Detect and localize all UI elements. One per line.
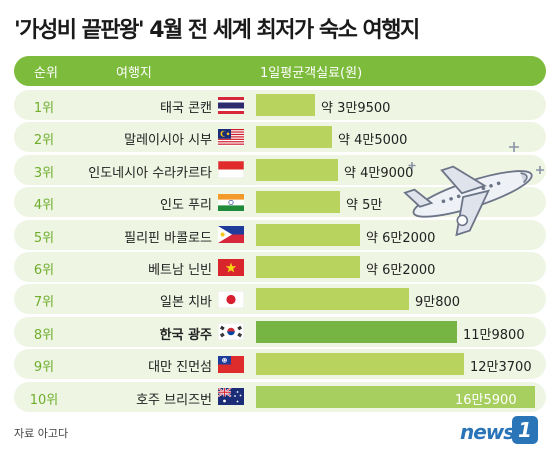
destination-label: 인도네시아 수라카르타 [88,165,212,181]
bar [256,126,332,149]
news1-logo-badge: 1 [512,416,538,444]
australia-flag-icon [218,388,244,406]
korea-flag-icon [218,323,244,341]
destination-label: 일본 치바 [160,295,212,311]
destination-label: 호주 브리즈번 [136,392,212,408]
japan-flag-icon [218,290,244,308]
data-label: 약 5만 [346,198,383,214]
destination-label: 대만 진먼섬 [148,360,212,376]
news1-logo-text: news [460,420,515,444]
data-label: 약 4만5000 [338,133,408,149]
malaysia-flag-icon [218,128,244,146]
page-title: '가성비 끝판왕' 4월 전 세계 최저가 숙소 여행지 [14,18,420,43]
bar [256,256,360,278]
rank-label: 6위 [33,263,55,278]
rank-label: 3위 [33,165,55,181]
data-label: 12만3700 [470,360,532,376]
india-flag-icon [218,193,244,211]
destination-label: 말레이시아 시부 [124,133,212,149]
rank-label: 4위 [33,198,55,214]
destination-label: 인도 푸리 [160,198,212,214]
bar [256,385,535,408]
rank-label: 5위 [33,230,55,246]
table-header: 순위 여행지 1일평균객실료(원) [14,56,546,86]
data-label: 9만800 [415,295,461,311]
data-label: 약 4만9000 [344,165,414,181]
rank-label: 9위 [33,360,55,376]
data-label: 11만9800 [463,327,525,343]
header-price: 1일평균객실료(원) [260,66,363,81]
header-destination: 여행지 [116,66,152,81]
data-label: 16만5900 [455,392,517,408]
header-rank: 순위 [34,66,58,81]
rank-label: 2위 [33,133,55,149]
bar [256,94,315,116]
philippines-flag-icon [218,226,244,244]
taiwan-flag-icon [218,355,244,373]
airplane-icon [403,142,544,237]
vietnam-flag-icon [218,258,244,276]
rank-label: 8위 [33,327,55,343]
rank-label: 1위 [33,101,55,116]
bar [256,288,409,311]
bar [256,158,338,181]
bar [256,223,360,246]
data-label: 약 6만2000 [366,230,436,246]
data-label: 약 3만9500 [321,101,391,116]
bar [256,191,340,214]
destination-label: 한국 광주 [159,327,212,343]
data-label: 약 6만2000 [366,263,436,278]
bar [256,320,457,343]
bar [256,353,464,376]
indonesia-flag-icon [218,161,244,179]
destination-label: 베트남 닌빈 [148,263,212,278]
thailand-flag-icon [218,96,244,114]
destination-label: 필리핀 바콜로드 [124,230,212,246]
source-note: 자료 아고다 [14,427,69,440]
destination-label: 태국 콘캔 [160,101,212,116]
rank-label: 7위 [33,295,55,311]
rank-label: 10위 [29,392,59,408]
